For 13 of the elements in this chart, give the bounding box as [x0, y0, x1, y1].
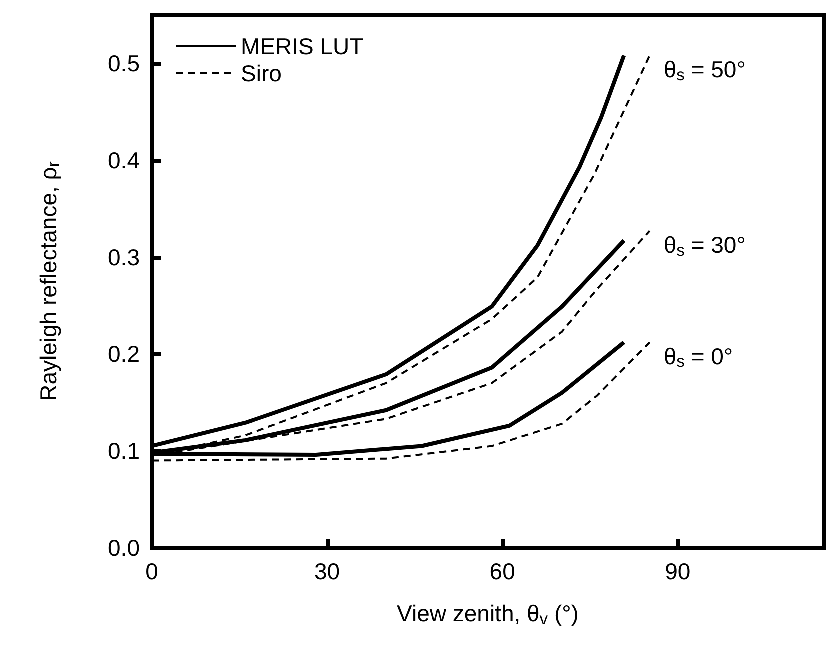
y-tick-label: 0.1: [108, 438, 140, 464]
legend-label: Siro: [241, 60, 282, 86]
legend-label: MERIS LUT: [241, 34, 364, 60]
x-tick-label: 30: [314, 558, 340, 584]
x-tick-label: 0: [146, 558, 158, 584]
y-tick-label: 0.2: [108, 341, 140, 368]
y-tick-label: 0.3: [108, 244, 140, 270]
y-tick-label: 0.4: [108, 147, 140, 174]
x-tick-label: 60: [490, 558, 516, 584]
y-tick-label: 0.5: [108, 50, 140, 76]
x-tick-label: 90: [665, 558, 691, 584]
y-tick-label: 0.0: [108, 535, 140, 561]
y-axis-title: Rayleigh reflectance, ρr: [35, 161, 63, 402]
